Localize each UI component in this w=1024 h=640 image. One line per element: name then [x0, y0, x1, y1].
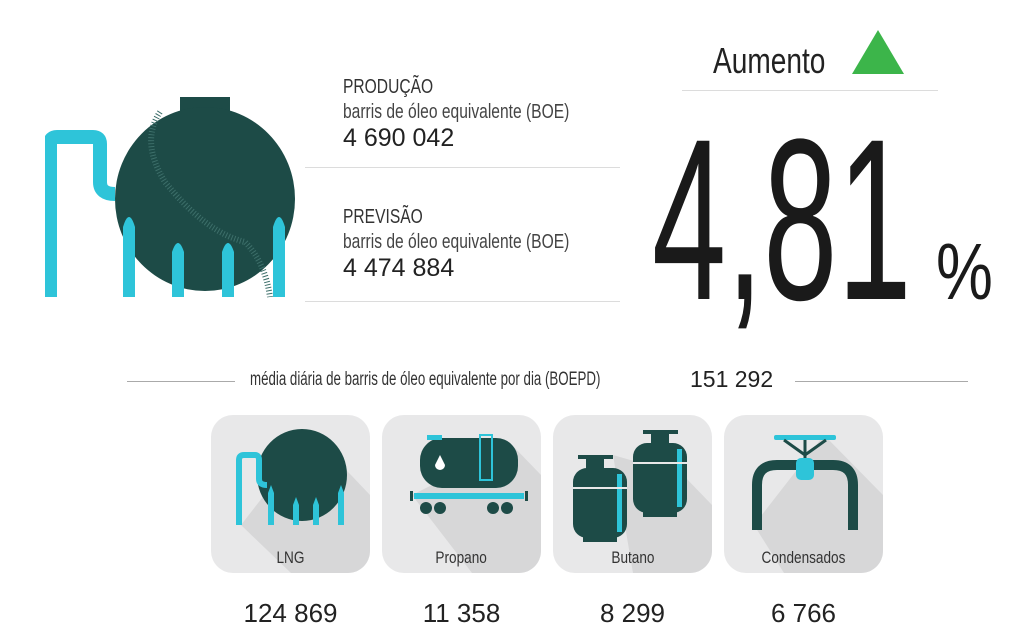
forecast-block: PREVISÃO barris de óleo equivalente (BOE…	[343, 206, 633, 283]
production-unit: barris de óleo equivalente (BOE)	[343, 101, 570, 123]
change-unit: %	[936, 227, 993, 316]
product-label: Condensados	[761, 548, 846, 567]
production-block: PRODUÇÃO barris de óleo equivalente (BOE…	[343, 76, 633, 153]
product-card-butano[interactable]: Butano	[553, 415, 712, 573]
daily-label: média diária de barris de óleo equivalen…	[250, 369, 601, 390]
up-triangle-icon	[852, 30, 904, 74]
forecast-unit: barris de óleo equivalente (BOE)	[343, 231, 570, 253]
product-value-condensados: 6 766	[770, 598, 837, 628]
gas-cylinders-icon	[573, 430, 712, 573]
lng-tank-icon	[236, 429, 370, 573]
divider	[305, 301, 620, 302]
divider	[682, 90, 938, 91]
product-label: LNG	[276, 548, 305, 567]
product-label: Butano	[610, 548, 655, 567]
product-label: Propano	[435, 548, 488, 567]
lng-tank-illustration	[45, 97, 295, 298]
divider	[305, 167, 620, 168]
forecast-value: 4 474 884	[343, 254, 455, 282]
production-label: PRODUÇÃO	[343, 76, 434, 98]
product-value-butano: 8 299	[599, 598, 666, 628]
change-value: 4,81	[652, 91, 912, 348]
product-value-lng: 124 869	[243, 598, 338, 628]
daily-value: 151 292	[690, 366, 774, 392]
product-card-lng[interactable]: LNG	[211, 415, 370, 573]
production-value: 4 690 042	[343, 124, 455, 152]
product-card-propano[interactable]: Propano	[382, 415, 541, 573]
divider	[795, 381, 968, 382]
change-label: Aumento	[713, 40, 826, 81]
pipe-valve-icon	[752, 435, 883, 573]
product-value-propano: 11 358	[422, 598, 501, 628]
forecast-label: PREVISÃO	[343, 206, 423, 228]
product-card-condensados[interactable]: Condensados	[724, 415, 883, 573]
tank-wagon-icon	[410, 434, 541, 573]
divider	[127, 381, 235, 382]
